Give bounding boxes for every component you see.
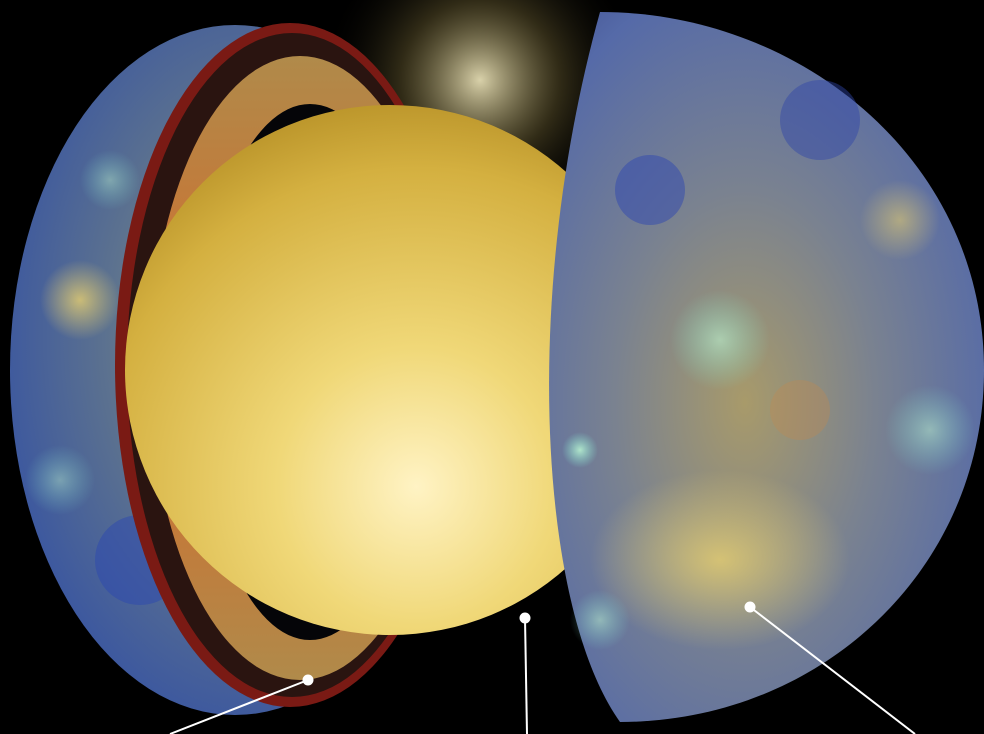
core [125, 105, 655, 635]
leader-dot [519, 612, 531, 624]
leader-line [169, 679, 309, 734]
leader-dot [302, 674, 314, 686]
leader-line [524, 617, 528, 734]
leader-dot [744, 601, 756, 613]
leader-line [749, 606, 916, 734]
leader-lines [169, 601, 916, 734]
right-surface-features [562, 80, 975, 650]
